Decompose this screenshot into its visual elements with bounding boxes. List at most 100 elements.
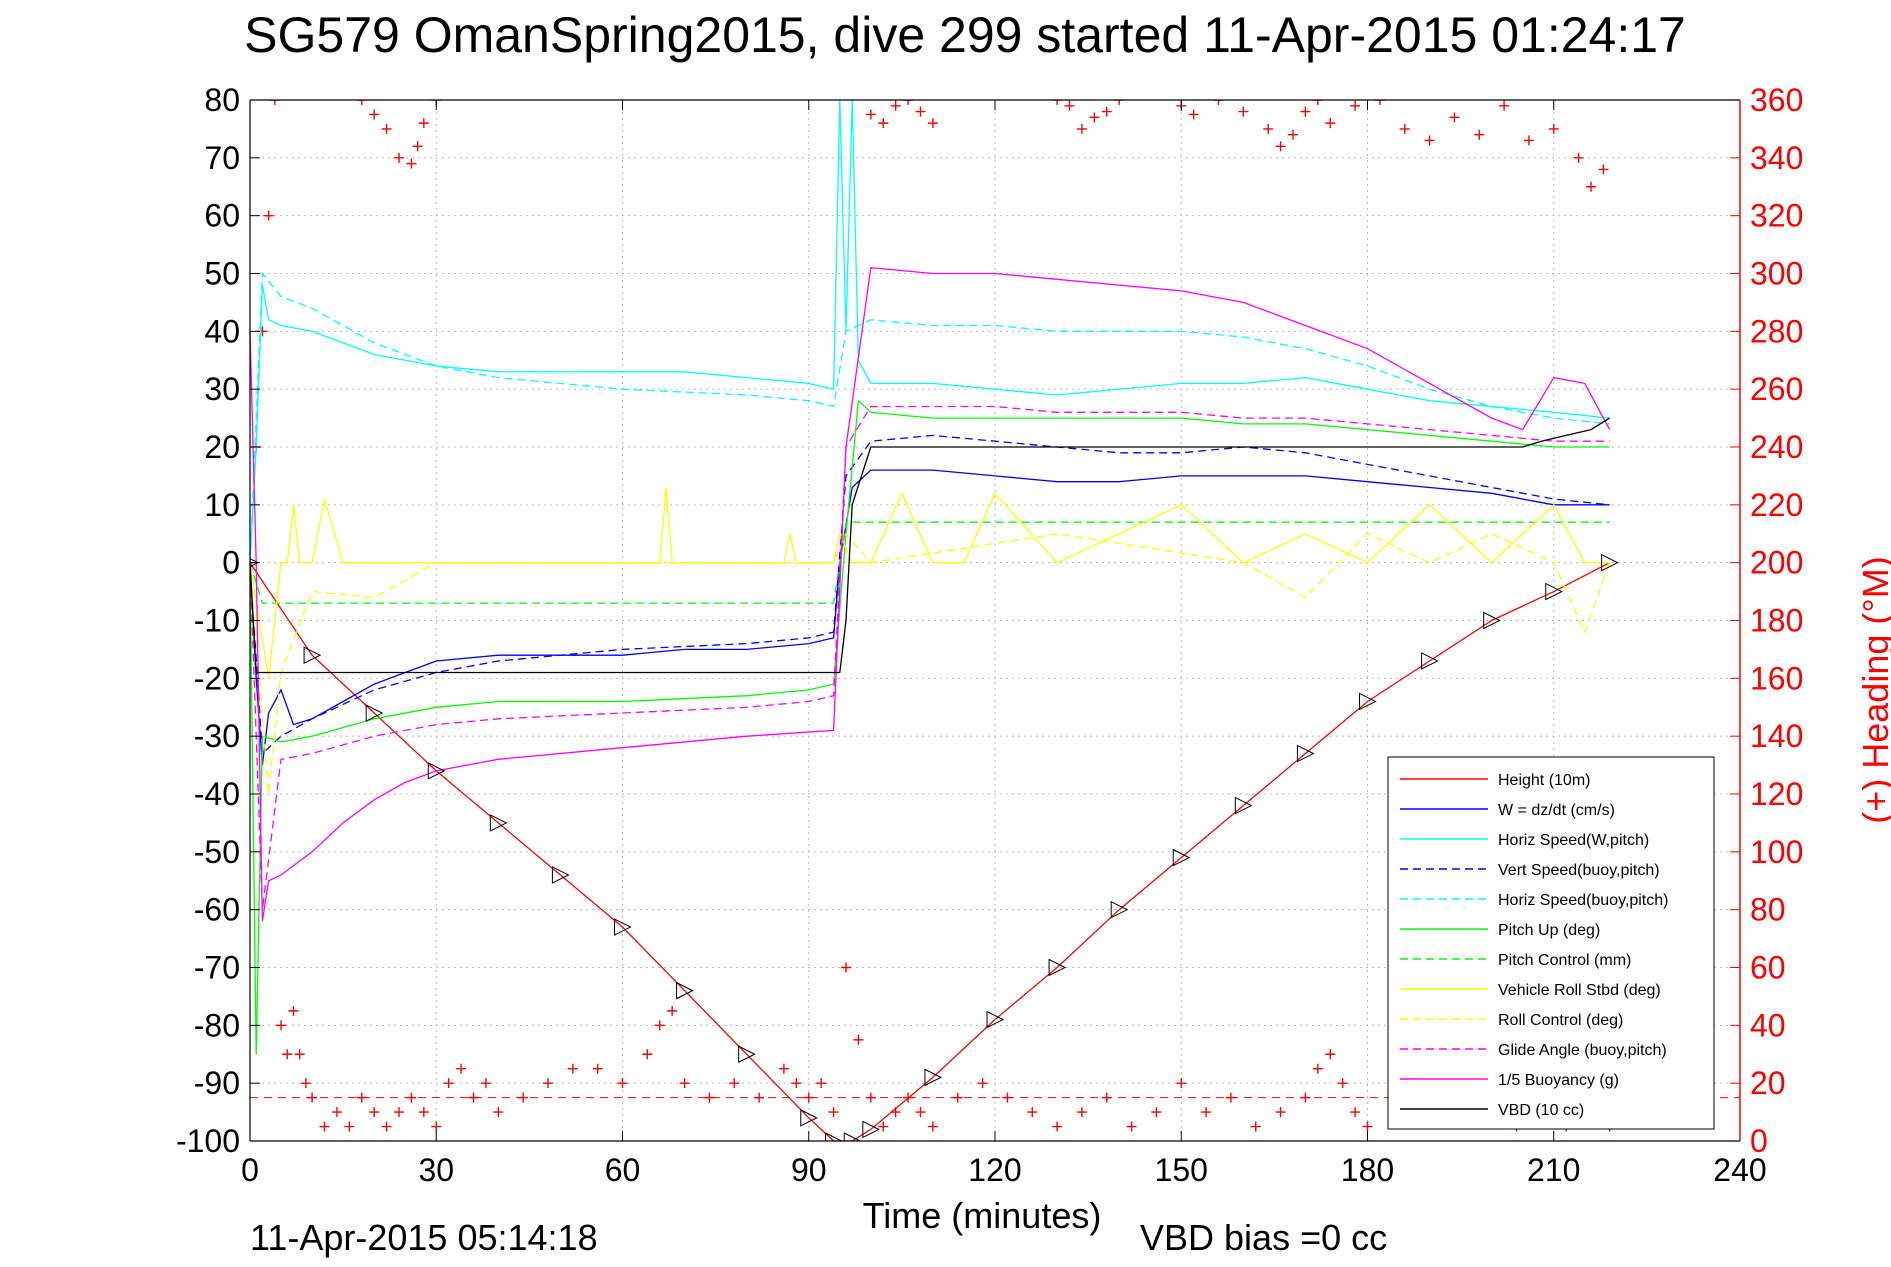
legend-label-vbd-10-cc: VBD (10 cc)	[1498, 1102, 1584, 1119]
y-tick-label: 10	[204, 487, 240, 523]
y-tick-label: 30	[204, 371, 240, 407]
y2-tick-label: 20	[1750, 1065, 1786, 1101]
heading-point	[493, 1107, 504, 1118]
heading-point	[1126, 1121, 1137, 1132]
y-tick-label: 70	[204, 140, 240, 176]
heading-wrapped-point	[1076, 123, 1087, 134]
heading-point	[878, 1121, 889, 1132]
height-marker	[738, 1045, 756, 1064]
axes	[249, 99, 1741, 1142]
y2-tick-label: 340	[1750, 140, 1803, 176]
height-marker	[1048, 958, 1067, 977]
heading-wrapped-point	[1089, 112, 1100, 123]
heading-point	[263, 210, 274, 221]
y-tick-label: -80	[194, 1007, 240, 1043]
heading-point	[791, 1078, 802, 1089]
y2-tick-label: 300	[1750, 256, 1803, 292]
heading-wrapped-point	[1548, 123, 1559, 134]
legend-label-horiz-speed-buoy-pitch: Horiz Speed(buoy,pitch)	[1498, 892, 1668, 909]
series-line-horiz-speed-buoy-pitch	[250, 271, 1610, 563]
heading-point	[518, 1092, 529, 1103]
heading-point	[431, 1121, 442, 1132]
heading-wrapped-point	[1598, 164, 1609, 175]
heading-wrapped-point	[1263, 123, 1274, 134]
legend-label-w-dz-dt-cm-s: W = dz/dt (cm/s)	[1498, 802, 1615, 819]
series-layer	[250, 100, 1740, 1141]
y2-tick-label: 80	[1750, 892, 1786, 928]
series-line-vehicle-roll-stbd-deg	[250, 487, 1610, 679]
heading-point	[294, 1049, 305, 1060]
x-tick-label: 30	[418, 1152, 454, 1188]
legend-label-height-10m: Height (10m)	[1498, 772, 1590, 789]
x-tick-label: 60	[605, 1152, 641, 1188]
heading-point	[729, 1078, 740, 1089]
y2-tick-label: 240	[1750, 429, 1803, 465]
heading-wrapped-series	[356, 100, 1609, 192]
heading-point	[1002, 1092, 1013, 1103]
heading-point	[865, 1092, 876, 1103]
heading-point	[952, 1092, 963, 1103]
heading-wrapped-point	[865, 109, 876, 120]
y2-tick-label: 260	[1750, 371, 1803, 407]
heading-point	[841, 962, 851, 973]
height-marker	[1172, 848, 1191, 867]
heading-point	[1362, 1121, 1373, 1132]
y-tick-label: 80	[204, 82, 240, 118]
series-line-roll-control-deg	[250, 532, 1611, 795]
heading-wrapped-point	[1325, 118, 1336, 129]
heading-point	[642, 1049, 653, 1060]
y-tick-label: -90	[194, 1065, 240, 1101]
heading-wrapped-point	[412, 141, 423, 152]
series-line-vbd-10-cc	[250, 417, 1610, 674]
heading-wrapped-point	[1188, 109, 1199, 120]
y2-tick-label: 180	[1750, 603, 1803, 639]
y-tick-label: 50	[204, 256, 240, 292]
x-tick-label: 180	[1341, 1152, 1394, 1188]
heading-wrapped-point	[1052, 100, 1063, 105]
y2-tick-label: 220	[1750, 487, 1803, 523]
legend-label-vehicle-roll-stbd-deg: Vehicle Roll Stbd (deg)	[1498, 982, 1661, 999]
heading-point	[1300, 1092, 1311, 1103]
x-axis-label: Time (minutes)	[863, 1195, 1102, 1236]
heading-wrapped-point	[915, 106, 926, 117]
y2-tick-label: 280	[1750, 313, 1803, 349]
series-line-w-dz-dt-cm-s	[250, 469, 1610, 766]
heading-point	[592, 1063, 603, 1074]
y2-tick-label: 120	[1750, 776, 1803, 812]
height-marker	[1110, 900, 1129, 919]
legend-label-1-5-buoyancy-g: 1/5 Buoyancy (g)	[1498, 1072, 1619, 1089]
footer-vbd-bias: VBD bias =0 cc	[1140, 1217, 1387, 1258]
heading-point	[667, 1005, 678, 1016]
series-line-pitch-up-deg	[250, 399, 1610, 1055]
height-marker	[1545, 582, 1563, 601]
heading-point	[418, 1107, 429, 1118]
legend-box	[1387, 756, 1715, 1130]
heading-point	[443, 1078, 454, 1089]
heading-point	[319, 1121, 330, 1132]
heading-wrapped-point	[1586, 181, 1596, 192]
heading-point	[1176, 1078, 1187, 1089]
height-marker	[986, 1010, 1005, 1029]
x-tick-label: 210	[1527, 1152, 1580, 1188]
heading-wrapped-point	[381, 123, 392, 134]
heading-point	[1076, 1107, 1087, 1118]
heading-wrapped-point	[927, 118, 938, 129]
y-tick-label: 20	[204, 429, 240, 465]
heading-point	[1250, 1121, 1261, 1132]
series-line-vert-speed-buoy-pitch	[250, 434, 1610, 755]
height-marker	[800, 1109, 818, 1127]
heading-wrapped-point	[369, 109, 380, 120]
heading-point	[282, 1049, 293, 1060]
heading-point	[394, 1107, 404, 1118]
series-line-height-10m	[250, 562, 1610, 1141]
y-tick-label: -20	[194, 660, 240, 696]
x-tick-label: 240	[1713, 1152, 1766, 1188]
y2-tick-label: 40	[1750, 1007, 1786, 1043]
heading-point	[381, 1121, 392, 1132]
y2-tick-label: 200	[1750, 545, 1803, 581]
footer-timestamp: 11-Apr-2015 05:14:18	[250, 1217, 598, 1258]
heading-wrapped-point	[356, 100, 367, 105]
heading-wrapped-point	[903, 100, 914, 105]
y-tick-label: 40	[204, 313, 240, 349]
y-tick-label: -100	[176, 1123, 240, 1159]
